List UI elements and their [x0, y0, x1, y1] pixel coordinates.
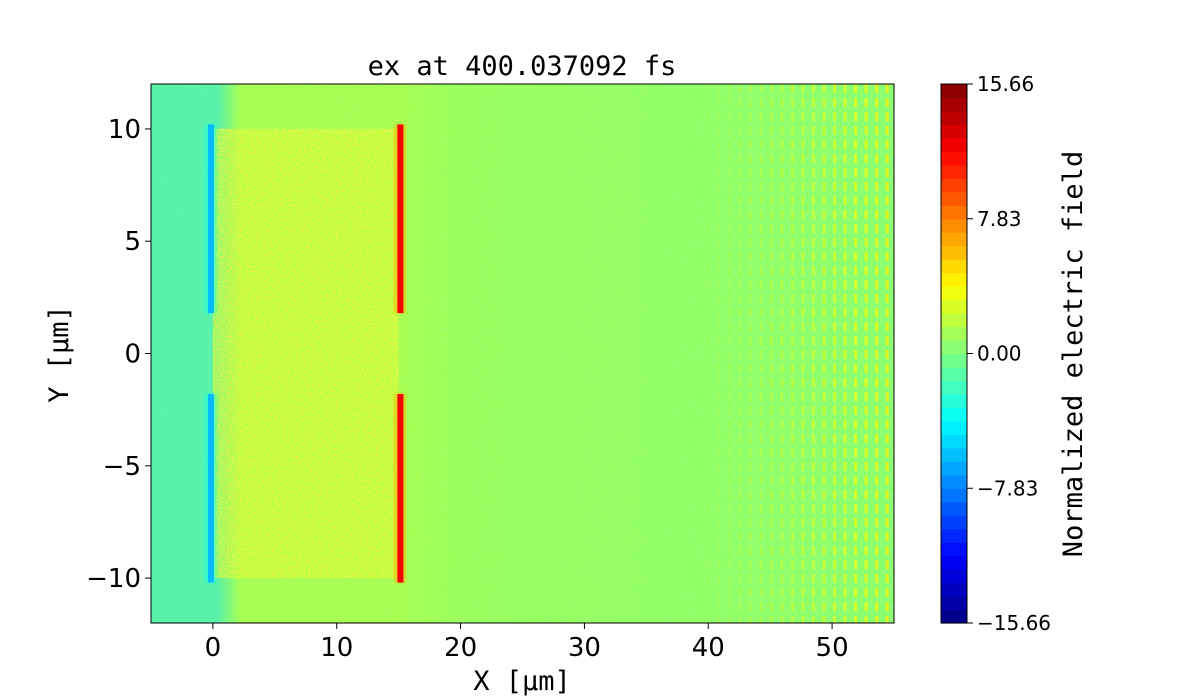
colorbar-segment — [941, 299, 967, 314]
x-tick-label: 40 — [692, 633, 725, 663]
colorbar — [940, 83, 968, 624]
colorbar-segment — [941, 555, 967, 570]
colorbar-segment — [941, 488, 967, 503]
colorbar-segment — [941, 326, 967, 341]
colorbar-segment — [941, 528, 967, 543]
y-axis-ticks: −10 −5 0 5 10 — [86, 115, 151, 594]
colorbar-segment — [941, 461, 967, 476]
colorbar-segment — [941, 542, 967, 557]
colorbar-ticks: −15.66 −7.83 0.00 7.83 15.66 — [967, 72, 1051, 635]
colorbar-segment — [941, 501, 967, 516]
colorbar-segment — [941, 232, 967, 247]
colorbar-segment — [941, 569, 967, 584]
colorbar-segment — [941, 124, 967, 139]
colorbar-segment — [941, 393, 967, 408]
plasma-noise — [212, 128, 399, 579]
colorbar-segment — [941, 151, 967, 166]
heatmap-features — [204, 124, 406, 583]
y-tick-label: 0 — [124, 340, 141, 370]
colorbar-segment — [941, 286, 967, 301]
field-strip — [397, 393, 404, 583]
colorbar-segment — [941, 420, 967, 435]
colorbar-tick-label: 15.66 — [977, 72, 1034, 96]
colorbar-tick-label: −7.83 — [977, 476, 1038, 500]
heatmap-plot-area — [151, 84, 894, 623]
colorbar-segment — [941, 353, 967, 368]
colorbar-segment — [941, 164, 967, 179]
x-tick-label: 50 — [816, 633, 849, 663]
colorbar-segment — [941, 259, 967, 274]
field-strip — [207, 393, 214, 583]
field-strip — [207, 124, 214, 314]
y-tick-label: 10 — [108, 115, 141, 145]
colorbar-segment — [941, 178, 967, 193]
colorbar-segment — [941, 582, 967, 597]
colorbar-segment — [941, 366, 967, 382]
colorbar-segment — [941, 272, 967, 287]
x-tick-label: 0 — [205, 633, 222, 663]
colorbar-segment — [941, 380, 967, 395]
colorbar-segment — [941, 434, 967, 449]
y-tick-label: −5 — [103, 452, 141, 482]
x-axis-ticks: 0 10 20 30 40 50 — [205, 623, 849, 663]
x-tick-label: 30 — [568, 633, 601, 663]
colorbar-segment — [941, 340, 967, 355]
colorbar-tick-label: 0.00 — [977, 342, 1022, 366]
colorbar-segment — [941, 245, 967, 260]
colorbar-segment — [941, 609, 967, 624]
colorbar-segment — [941, 218, 967, 233]
y-tick-label: −10 — [86, 564, 141, 594]
y-tick-label: 5 — [124, 227, 141, 257]
colorbar-segment — [941, 97, 967, 112]
chart-title: ex at 400.037092 fs — [368, 51, 677, 82]
x-axis-label: X [μm] — [473, 666, 571, 697]
colorbar-segment — [941, 191, 967, 206]
colorbar-tick-label: −15.66 — [977, 611, 1051, 635]
colorbar-label: Normalized electric field — [1058, 151, 1089, 557]
colorbar-segment — [941, 596, 967, 611]
field-strip — [397, 124, 404, 314]
colorbar-segment — [941, 407, 967, 422]
colorbar-segment — [941, 205, 967, 220]
x-tick-label: 20 — [444, 633, 477, 663]
colorbar-segment — [941, 137, 967, 152]
colorbar-tick-label: 7.83 — [977, 207, 1022, 231]
colorbar-segment — [941, 313, 967, 328]
y-axis-label: Y [μm] — [44, 305, 75, 403]
colorbar-segment — [941, 515, 967, 530]
colorbar-segment — [941, 474, 967, 489]
colorbar-segment — [941, 110, 967, 126]
x-tick-label: 10 — [320, 633, 353, 663]
colorbar-segment — [941, 84, 967, 99]
colorbar-segment — [941, 447, 967, 462]
wave-fronts — [706, 84, 889, 623]
